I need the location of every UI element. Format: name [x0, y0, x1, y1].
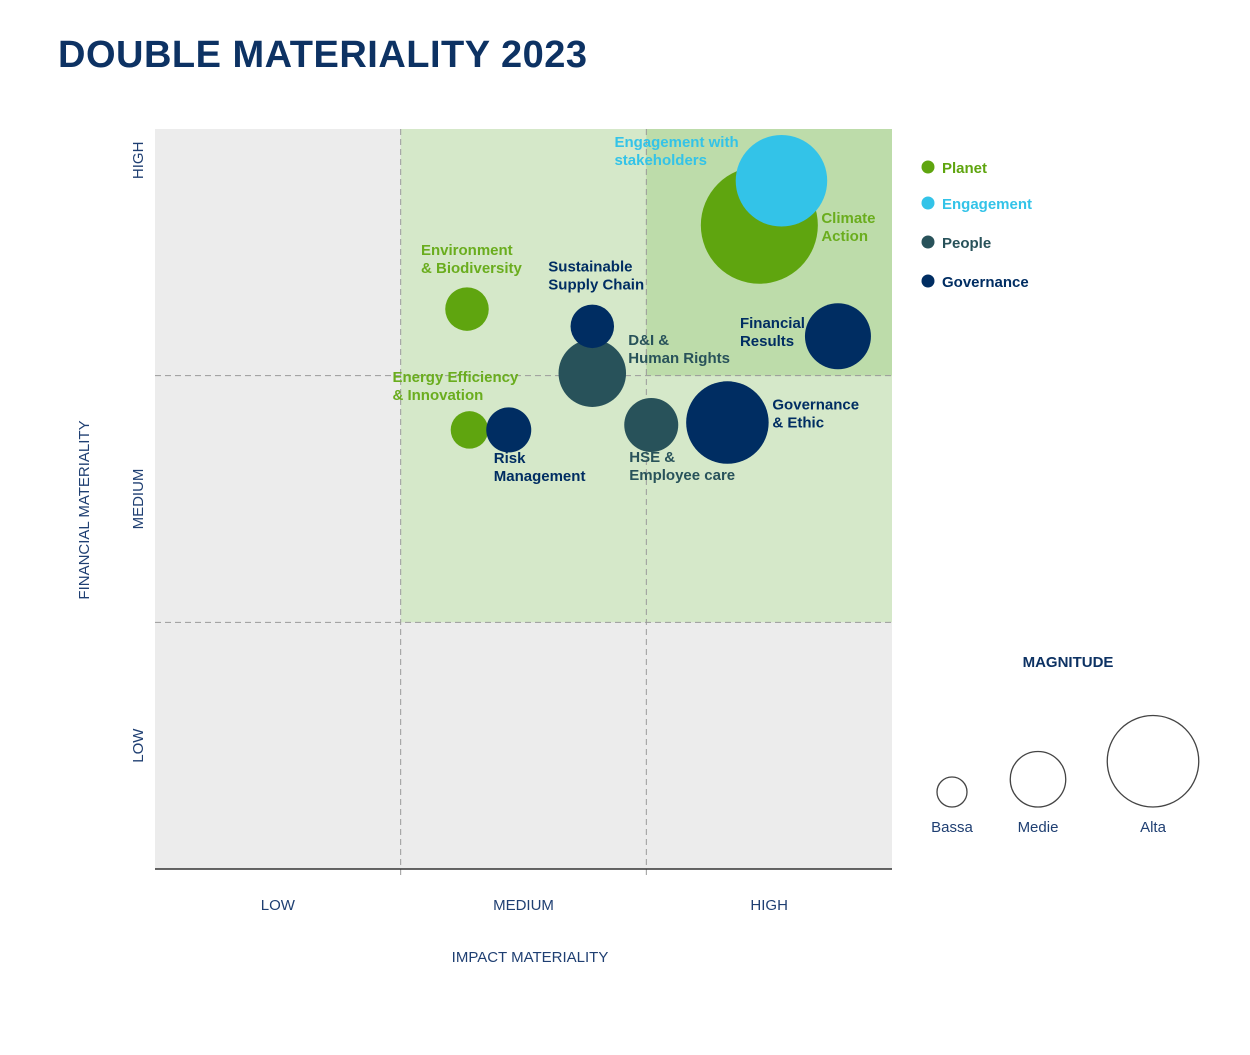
bubble-label: Financial	[740, 315, 805, 332]
y-axis-title: FINANCIAL MATERIALITY	[76, 420, 93, 599]
magnitude-circle	[936, 776, 968, 808]
y-tick-label: HIGH	[130, 142, 147, 180]
legend-label: Governance	[942, 274, 1029, 291]
magnitude-label: Medie	[1018, 819, 1059, 836]
x-tick-label: HIGH	[750, 897, 788, 914]
bubble-people	[558, 339, 627, 407]
bubble-label: & Innovation	[392, 387, 483, 404]
bubble-label: Sustainable	[548, 258, 632, 275]
magnitude-label: Alta	[1140, 819, 1167, 836]
bubble-label: stakeholders	[614, 152, 707, 169]
legend-marker-engagement	[921, 196, 935, 210]
bubble-label: Management	[494, 468, 586, 485]
bubble-governance	[486, 407, 532, 453]
bubble-label: Climate	[821, 210, 875, 227]
bubble-governance	[570, 304, 615, 349]
bubble-label: Engagement with	[614, 134, 738, 151]
legend-marker-people	[921, 235, 935, 249]
bubble-label: & Biodiversity	[421, 260, 523, 277]
bubble-label: Employee care	[629, 467, 735, 484]
legend-label: Engagement	[942, 196, 1032, 213]
bubble-label: Supply Chain	[548, 276, 644, 293]
magnitude-label: Bassa	[931, 819, 973, 836]
bubble-label: Human Rights	[628, 350, 730, 367]
bubble-label: D&I &	[628, 332, 669, 349]
bubble-label: Results	[740, 333, 794, 350]
bubble-planet	[450, 411, 489, 449]
bubble-label: Energy Efficiency	[392, 369, 519, 386]
magnitude-circle	[1009, 750, 1067, 808]
x-tick-label: LOW	[261, 897, 296, 914]
bubble-label: HSE &	[629, 449, 675, 466]
legend-marker-governance	[921, 274, 935, 288]
chart-title: DOUBLE MATERIALITY 2023	[58, 34, 588, 76]
y-tick-label: MEDIUM	[130, 469, 147, 530]
bubble-people	[624, 398, 679, 452]
legend-label: Planet	[942, 160, 987, 177]
bubble-label: Environment	[421, 242, 513, 259]
x-tick-label: MEDIUM	[493, 897, 554, 914]
magnitude-title: MAGNITUDE	[1023, 654, 1114, 671]
legend-label: People	[942, 235, 991, 252]
bubble-label: Action	[821, 228, 868, 245]
magnitude-circle	[1106, 714, 1200, 808]
bubble-engagement	[735, 135, 828, 227]
bubble-label: Governance	[772, 397, 859, 414]
bubble-governance	[686, 381, 769, 464]
bubble-label: & Ethic	[772, 415, 824, 432]
x-axis-title: IMPACT MATERIALITY	[452, 949, 609, 966]
bubble-planet	[445, 287, 489, 331]
y-tick-label: LOW	[130, 728, 147, 763]
bubble-governance	[804, 303, 871, 370]
legend-marker-planet	[921, 160, 935, 174]
bubble-label: Risk	[494, 450, 526, 467]
